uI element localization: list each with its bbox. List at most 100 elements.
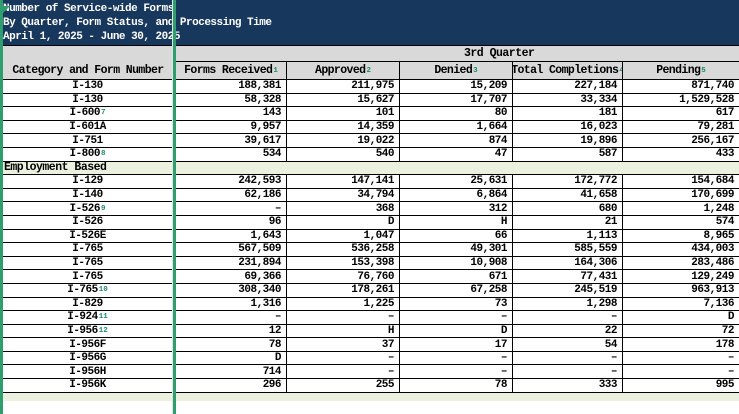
form-number-cell[interactable]: I-601A xyxy=(0,120,176,134)
value-cell[interactable]: 8,965 xyxy=(703,229,734,242)
value-cell[interactable]: 10,908 xyxy=(400,256,513,270)
value-cell[interactable]: 1,225 xyxy=(287,297,400,311)
value-cell[interactable]: 211,975 xyxy=(287,80,400,93)
value-cell[interactable]: 76,760 xyxy=(287,270,400,283)
form-number-cell[interactable]: I-956H xyxy=(0,365,176,379)
value-cell[interactable]: 39,617 xyxy=(176,134,287,147)
form-number-cell[interactable]: I-129 xyxy=(0,175,176,188)
value-cell[interactable]: 534 xyxy=(176,147,287,161)
form-number-cell[interactable]: I-765 10 xyxy=(0,283,176,297)
value-cell[interactable]: 37 xyxy=(287,338,400,351)
value-cell[interactable]: 1,298 xyxy=(513,297,623,311)
value-cell[interactable]: – xyxy=(176,202,287,215)
column-header-forms-received[interactable]: Forms Received 1 xyxy=(176,62,287,79)
value-cell[interactable]: – xyxy=(400,311,513,324)
value-cell[interactable]: 25,631 xyxy=(400,175,513,188)
value-cell[interactable]: 9,957 xyxy=(176,120,287,134)
quarter-header-band[interactable]: 3rd Quarter xyxy=(176,46,739,62)
value-cell[interactable]: 47 xyxy=(400,147,513,161)
value-cell[interactable]: 143 xyxy=(176,107,287,120)
value-cell[interactable]: 296 xyxy=(176,379,287,392)
value-cell[interactable]: H xyxy=(400,215,513,229)
value-cell[interactable]: 540 xyxy=(287,147,400,161)
value-cell[interactable]: 66 xyxy=(400,229,513,243)
value-cell[interactable]: 536,258 xyxy=(287,243,400,256)
value-cell[interactable]: 714 xyxy=(176,365,287,379)
value-cell[interactable]: 73 xyxy=(400,297,513,311)
form-number-cell[interactable]: I-765 xyxy=(0,256,176,270)
value-cell[interactable]: 7,136 xyxy=(703,297,734,310)
value-cell[interactable]: 874 xyxy=(400,134,513,147)
value-cell[interactable]: 242,593 xyxy=(176,175,287,188)
value-cell[interactable]: 617 xyxy=(715,107,735,120)
value-cell[interactable]: – xyxy=(400,351,513,365)
form-number-cell[interactable]: I-956K xyxy=(0,379,176,392)
form-number-cell[interactable]: I-829 xyxy=(0,297,176,311)
value-cell[interactable]: 178 xyxy=(715,338,735,351)
value-cell[interactable]: 255 xyxy=(287,379,400,392)
value-cell[interactable]: 19,896 xyxy=(513,134,623,147)
value-cell[interactable]: 34,794 xyxy=(287,188,400,202)
column-header-denied[interactable]: Denied 3 xyxy=(400,62,513,79)
value-cell[interactable]: 69,366 xyxy=(176,270,287,283)
value-cell[interactable]: 15,209 xyxy=(400,80,513,93)
value-cell[interactable]: – xyxy=(513,311,623,324)
value-cell[interactable]: 671 xyxy=(400,270,513,283)
value-cell[interactable]: 101 xyxy=(287,107,400,120)
value-cell[interactable]: 170,699 xyxy=(691,189,734,202)
value-cell[interactable]: 96 xyxy=(176,215,287,229)
value-cell[interactable]: 129,249 xyxy=(691,270,734,283)
value-cell[interactable]: 72 xyxy=(721,324,735,337)
form-number-cell[interactable]: I-924 11 xyxy=(0,311,176,324)
value-cell[interactable]: 67,258 xyxy=(400,283,513,297)
form-number-cell[interactable]: I-526 9 xyxy=(0,202,176,215)
value-cell[interactable]: 49,301 xyxy=(400,243,513,256)
value-cell[interactable]: 154,684 xyxy=(691,175,734,188)
form-number-cell[interactable]: I-140 xyxy=(0,188,176,202)
value-cell[interactable]: 585,559 xyxy=(513,243,623,256)
section-header-row[interactable]: Employment Based xyxy=(0,161,739,176)
column-header-approved[interactable]: Approved 2 xyxy=(287,62,400,79)
column-header-total-completions[interactable]: Total Completions4 xyxy=(513,62,623,79)
value-cell[interactable]: 58,328 xyxy=(176,93,287,107)
value-cell[interactable]: 62,186 xyxy=(176,188,287,202)
value-cell[interactable]: 80 xyxy=(400,107,513,120)
value-cell[interactable]: 256,167 xyxy=(691,134,734,147)
form-number-cell[interactable]: I-526E xyxy=(0,229,176,243)
value-cell[interactable]: D xyxy=(176,351,287,365)
form-number-cell[interactable]: I-956 12 xyxy=(0,324,176,338)
value-cell[interactable]: 78 xyxy=(176,338,287,351)
value-cell[interactable]: – xyxy=(513,365,623,379)
value-cell[interactable]: 178,261 xyxy=(287,283,400,297)
value-cell[interactable]: 312 xyxy=(400,202,513,215)
value-cell[interactable]: – xyxy=(287,351,400,365)
column-header-category[interactable]: Category and Form Number xyxy=(0,46,176,80)
value-cell[interactable]: 181 xyxy=(513,107,623,120)
value-cell[interactable]: 567,509 xyxy=(176,243,287,256)
value-cell[interactable]: 21 xyxy=(513,215,623,229)
value-cell[interactable]: 6,864 xyxy=(400,188,513,202)
value-cell[interactable]: – xyxy=(727,352,735,365)
value-cell[interactable]: 16,023 xyxy=(513,120,623,134)
value-cell[interactable]: 172,772 xyxy=(513,175,623,188)
value-cell[interactable]: H xyxy=(287,324,400,338)
value-cell[interactable]: D xyxy=(287,215,400,229)
value-cell[interactable]: 17,707 xyxy=(400,93,513,107)
value-cell[interactable]: 17 xyxy=(400,338,513,351)
form-number-cell[interactable]: I-765 xyxy=(0,270,176,283)
value-cell[interactable]: 54 xyxy=(513,338,623,351)
value-cell[interactable]: 33,334 xyxy=(513,93,623,107)
value-cell[interactable]: 283,486 xyxy=(691,257,734,270)
value-cell[interactable]: 164,306 xyxy=(513,256,623,270)
value-cell[interactable]: – xyxy=(513,351,623,365)
value-cell[interactable]: 574 xyxy=(715,216,735,229)
value-cell[interactable]: – xyxy=(287,311,400,324)
value-cell[interactable]: 1,248 xyxy=(703,202,734,215)
value-cell[interactable]: D xyxy=(400,324,513,338)
value-cell[interactable]: 333 xyxy=(513,379,623,392)
value-cell[interactable]: 433 xyxy=(715,148,735,161)
form-number-cell[interactable]: I-956G xyxy=(0,351,176,365)
form-number-cell[interactable]: I-751 xyxy=(0,134,176,147)
value-cell[interactable]: 963,913 xyxy=(691,284,734,297)
value-cell[interactable]: 680 xyxy=(513,202,623,215)
